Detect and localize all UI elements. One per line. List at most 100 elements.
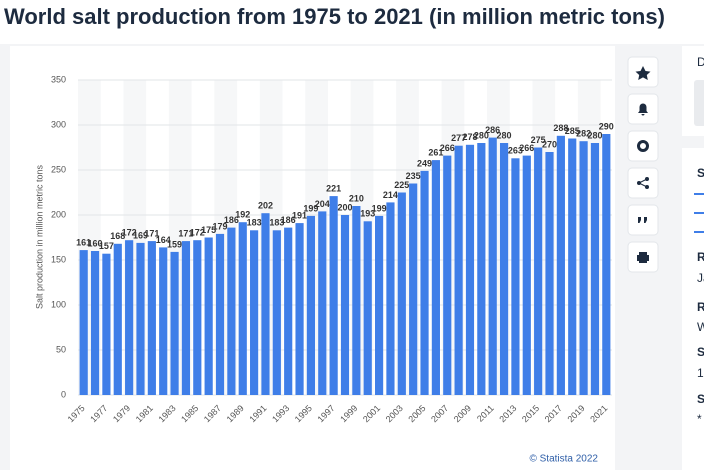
data-label: 288 — [553, 123, 568, 133]
bar — [204, 237, 213, 395]
y-tick-label: 0 — [61, 389, 66, 399]
data-label: 214 — [383, 190, 398, 200]
bar — [136, 242, 145, 395]
bar — [488, 137, 497, 395]
data-label: 225 — [394, 180, 409, 190]
data-label: 199 — [372, 203, 387, 213]
data-label: 183 — [247, 218, 262, 228]
data-label: 199 — [303, 203, 318, 213]
plot: 0501001502002503003501975161160197715716… — [51, 74, 614, 424]
bell-icon — [638, 103, 648, 116]
bar — [499, 143, 509, 395]
toolbar — [627, 56, 659, 273]
print-icon — [637, 252, 649, 263]
y-axis-title: Salt production in million metric tons — [34, 164, 44, 309]
quote-icon — [638, 217, 647, 223]
header-bg — [0, 0, 704, 44]
bar — [477, 143, 486, 395]
share-button[interactable] — [627, 167, 659, 199]
bar — [420, 170, 429, 395]
y-tick-label: 150 — [51, 254, 66, 264]
bar — [170, 251, 179, 395]
panel-fragment: * — [697, 412, 702, 426]
data-label: 157 — [99, 241, 114, 251]
y-tick-label: 100 — [51, 299, 66, 309]
panel-button[interactable] — [694, 80, 704, 126]
bar — [125, 240, 134, 395]
data-label: 285 — [565, 126, 580, 136]
bar — [545, 152, 554, 395]
y-tick-label: 200 — [51, 209, 66, 219]
bar — [306, 215, 316, 395]
bar — [340, 215, 350, 395]
star-icon — [635, 66, 651, 80]
data-label: 179 — [213, 221, 228, 231]
data-label: 164 — [156, 235, 171, 245]
data-label: 168 — [110, 231, 125, 241]
bar — [443, 155, 452, 395]
y-tick-label: 300 — [51, 119, 66, 129]
data-label: 266 — [519, 143, 534, 153]
y-tick-label: 50 — [56, 344, 66, 354]
bar — [102, 253, 111, 395]
cite-button[interactable] — [627, 204, 659, 236]
data-label: 286 — [485, 125, 500, 135]
bar — [238, 222, 247, 395]
data-label: 277 — [451, 133, 466, 143]
bar — [318, 211, 327, 395]
bar — [397, 192, 406, 395]
settings-button[interactable] — [627, 130, 659, 162]
bar — [409, 183, 418, 395]
bar — [193, 240, 202, 395]
panel-fragment: S — [697, 392, 704, 406]
gear-icon — [637, 140, 649, 152]
panel-fragment: S — [697, 166, 704, 180]
data-label: 235 — [406, 171, 421, 181]
data-label: 193 — [360, 209, 375, 219]
data-label: 191 — [292, 210, 307, 220]
bar — [386, 202, 395, 395]
bar — [90, 251, 100, 395]
data-label: 275 — [531, 135, 546, 145]
panel-fragment: S — [697, 345, 704, 359]
data-label: 270 — [542, 139, 557, 149]
bar — [363, 221, 372, 395]
bar — [159, 247, 168, 395]
bar — [79, 250, 88, 395]
bar — [261, 213, 270, 395]
bar — [250, 230, 259, 395]
panel-fragment: 1 — [697, 366, 704, 380]
data-label: 186 — [281, 215, 296, 225]
source: © Statista 2022 — [529, 454, 598, 465]
data-label: 266 — [440, 143, 455, 153]
data-label: 249 — [417, 158, 432, 168]
data-label: 172 — [190, 228, 205, 238]
bar — [181, 241, 191, 395]
bar — [215, 233, 225, 395]
side-panel — [682, 46, 704, 470]
bar — [329, 196, 338, 395]
data-label: 171 — [178, 228, 193, 238]
share-icon — [637, 177, 649, 189]
bar — [511, 158, 520, 395]
bar — [431, 160, 440, 395]
panel-fragment: W — [697, 320, 704, 334]
bar — [272, 230, 281, 395]
bar — [227, 227, 236, 395]
bar — [590, 143, 600, 395]
data-label: 282 — [576, 129, 591, 139]
data-label: 204 — [315, 199, 330, 209]
data-label: 169 — [133, 230, 148, 240]
data-label: 280 — [587, 130, 602, 140]
y-tick-label: 350 — [51, 74, 66, 84]
data-label: 278 — [462, 132, 477, 142]
data-label: 171 — [144, 228, 159, 238]
bar — [522, 155, 531, 395]
data-label: 263 — [508, 146, 523, 156]
bar — [602, 134, 611, 395]
data-label: 161 — [76, 237, 91, 247]
panel-fragment: D — [697, 55, 704, 69]
data-label: 186 — [224, 215, 239, 225]
